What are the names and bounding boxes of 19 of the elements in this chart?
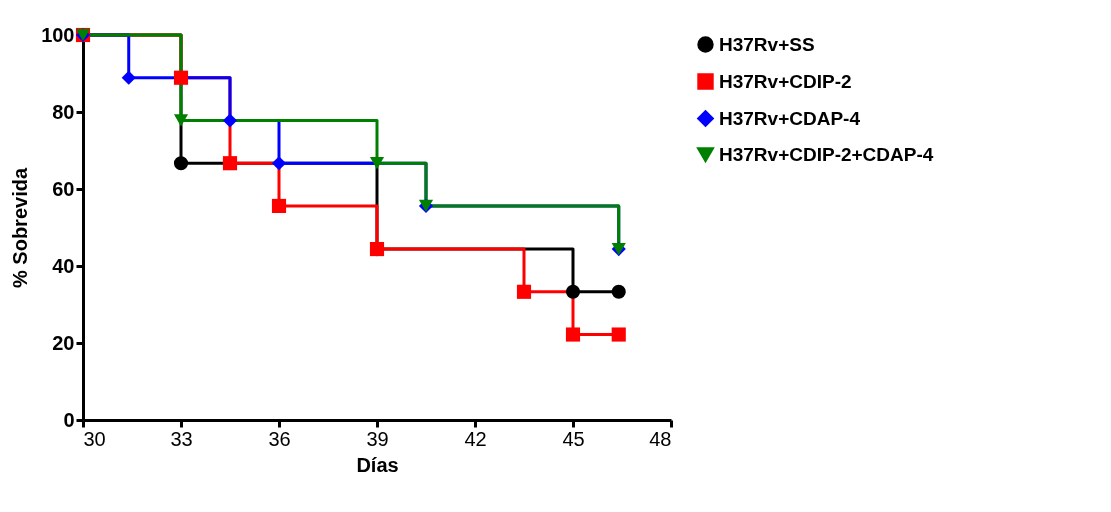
x-tick-label: 48	[649, 427, 672, 450]
legend-label: H37Rv+CDIP-2+CDAP-4	[719, 143, 934, 165]
x-tick-label: 33	[170, 427, 193, 450]
x-tick-label: 30	[83, 427, 106, 450]
y-tick-label: 0	[63, 408, 75, 431]
x-axis-title: Días	[356, 453, 399, 476]
legend-label: H37Rv+SS	[719, 33, 815, 55]
y-tick-label: 20	[52, 331, 75, 354]
x-tick-label: 39	[366, 427, 389, 450]
y-axis-title: % Sobrevida	[9, 167, 32, 289]
y-tick-label: 80	[52, 100, 75, 123]
x-tick-label: 45	[562, 427, 585, 450]
legend-label: H37Rv+CDAP-4	[719, 107, 861, 129]
x-tick-label: 36	[268, 427, 291, 450]
y-tick-label: 40	[52, 254, 75, 277]
y-tick-label: 60	[52, 177, 75, 200]
y-tick-label: 100	[41, 23, 75, 46]
x-tick-label: 42	[464, 427, 487, 450]
legend-label: H37Rv+CDIP-2	[719, 70, 852, 92]
